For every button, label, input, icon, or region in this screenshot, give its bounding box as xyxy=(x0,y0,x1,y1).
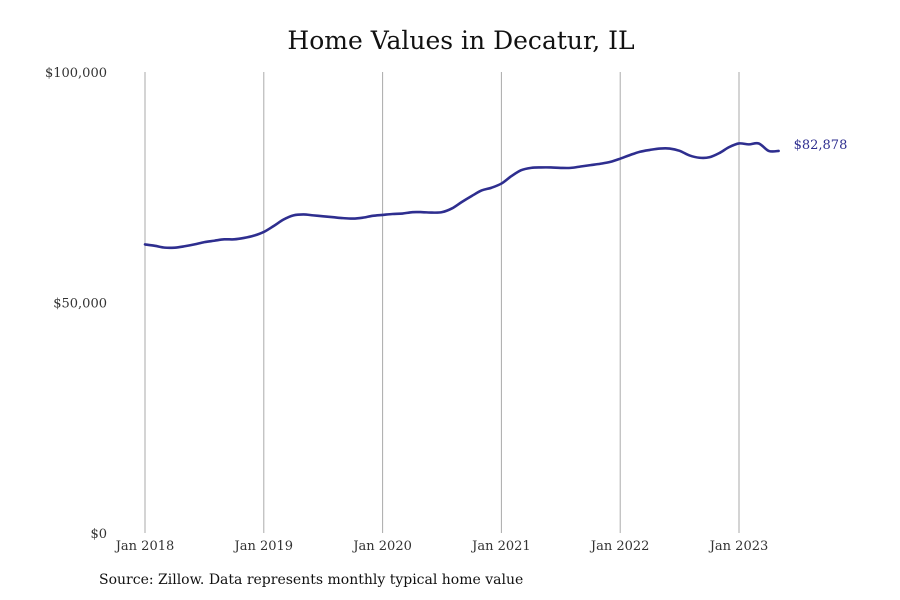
chart-title: Home Values in Decatur, IL xyxy=(287,26,635,55)
y-tick-label: $100,000 xyxy=(45,66,107,81)
x-tick-label: Jan 2022 xyxy=(589,539,650,554)
y-tick-label: $0 xyxy=(90,527,107,542)
x-axis-labels: Jan 2018 Jan 2019 Jan 2020 Jan 2021 Jan 2022… xyxy=(114,539,769,554)
series-line-0 xyxy=(143,141,780,250)
x-tick-label: Jan 2021 xyxy=(470,539,531,554)
end-value-label: $82,878 xyxy=(794,138,848,153)
annotations: $82,878 xyxy=(794,138,848,153)
x-tick-label: Jan 2023 xyxy=(708,539,769,554)
gridlines xyxy=(144,72,740,533)
source-note: Source: Zillow. Data represents monthly … xyxy=(99,572,524,588)
x-tick-label: Jan 2019 xyxy=(233,539,294,554)
x-tick-label: Jan 2020 xyxy=(351,539,412,554)
y-axis-labels: $0 $50,000 $100,000 xyxy=(45,66,107,542)
series-group xyxy=(143,141,780,250)
y-tick-label: $50,000 xyxy=(53,297,107,312)
x-tick-label: Jan 2018 xyxy=(114,539,175,554)
